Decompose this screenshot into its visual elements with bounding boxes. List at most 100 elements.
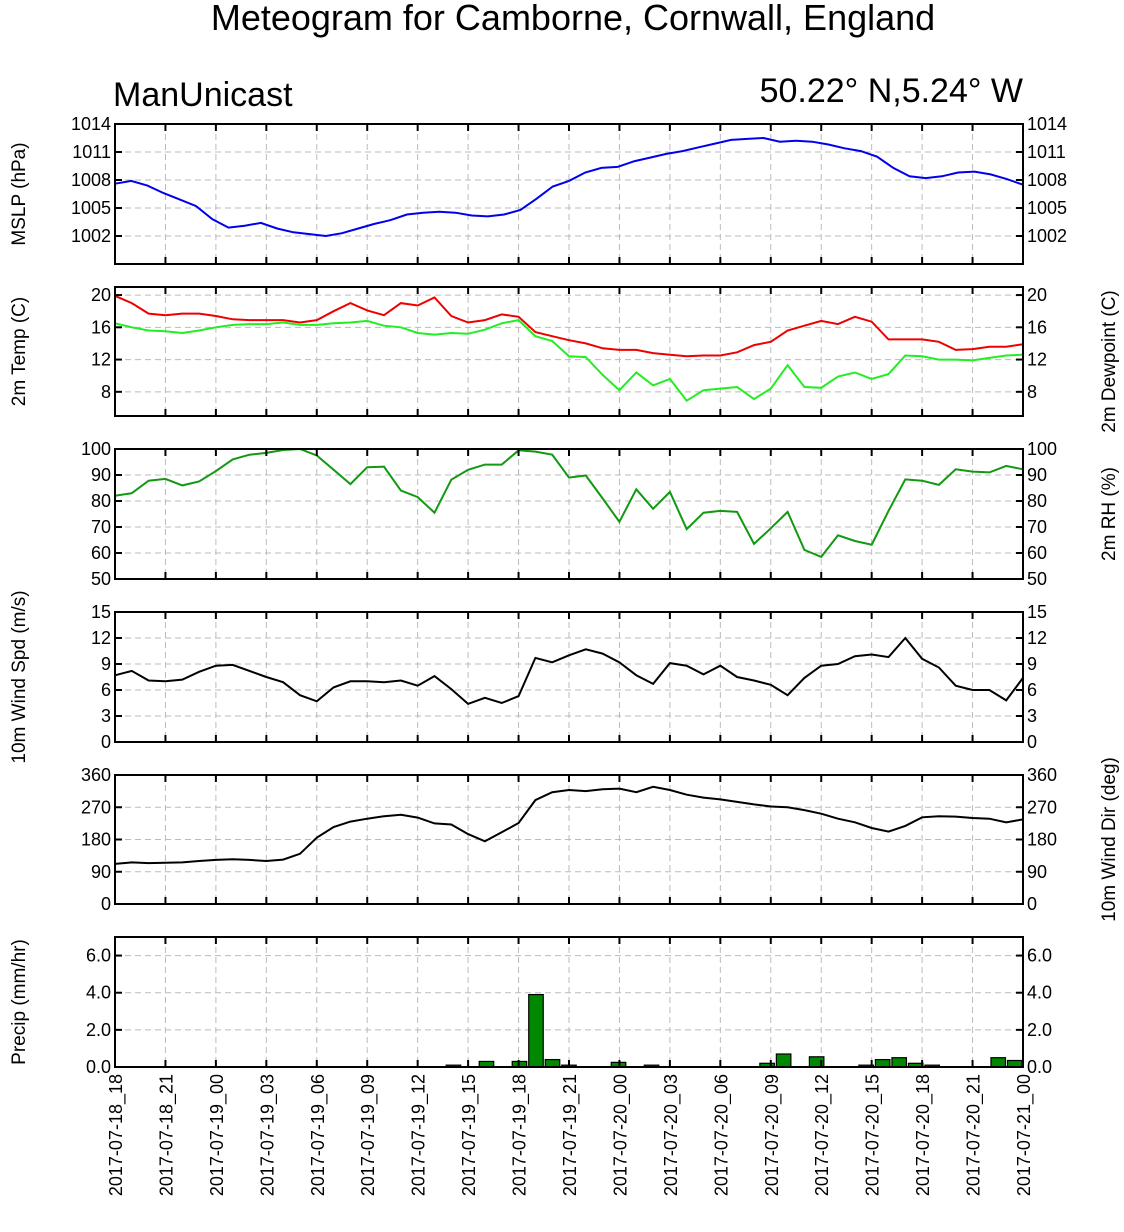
time-tick-label: 2017-07-20_18 [913, 1074, 934, 1196]
time-tick-label: 2017-07-19_12 [409, 1074, 430, 1196]
time-tick-label: 2017-07-20_03 [661, 1074, 682, 1196]
time-tick-label: 2017-07-19_15 [459, 1074, 480, 1196]
time-tick-label: 2017-07-21_00 [1014, 1074, 1035, 1196]
y-tick-label-left: 90 [91, 465, 111, 485]
time-tick-label: 2017-07-20_06 [711, 1074, 732, 1196]
y-tick-label-right: 8 [1027, 382, 1037, 402]
y-tick-label-left: 1002 [71, 226, 111, 246]
y-tick-label-right: 3 [1027, 706, 1037, 726]
y-tick-label-right: 1011 [1027, 142, 1066, 162]
location-label: 50.22° N,5.24° W [760, 72, 1023, 110]
y-tick-label-right: 6.0 [1027, 946, 1052, 966]
y-tick-label-right: 2.0 [1027, 1020, 1052, 1040]
time-tick-label: 2017-07-19_06 [308, 1074, 329, 1196]
precip-bar [990, 1057, 1007, 1068]
time-tick-label: 2017-07-20_12 [812, 1074, 833, 1196]
panel-mslp: 1002 1002 1005 1005 1008 1008 1011 1011 1014 1014… [9, 114, 1067, 265]
y-tick-label-right: 9 [1027, 654, 1037, 674]
y-axis-label-right: 2m RH (%) [1099, 467, 1120, 561]
time-tick-label: 2017-07-18_21 [156, 1074, 177, 1196]
y-tick-label-right: 4.0 [1027, 983, 1052, 1003]
y-tick-label-right: 12 [1027, 628, 1047, 648]
y-tick-label-right: 1002 [1027, 226, 1067, 246]
y-tick-label-left: 8 [101, 382, 111, 402]
y-tick-label-left: 1008 [71, 170, 111, 190]
y-tick-label-right: 100 [1027, 439, 1057, 459]
y-tick-label-left: 360 [81, 765, 111, 785]
precip-bar [528, 993, 544, 1068]
panel-temp-dewpoint: 8 8 12 12 16 16 20 20 2m Temp (C) 2m Dewpoint (C) [9, 285, 1120, 433]
precip-bar [544, 1058, 561, 1068]
y-tick-label-left: 12 [91, 628, 111, 648]
time-tick-label: 2017-07-20_15 [863, 1074, 884, 1196]
y-tick-label-left: 9 [101, 654, 111, 674]
series-line [114, 636, 1024, 706]
y-axis-label-left: 10m Wind Spd (m/s) [9, 590, 30, 763]
y-tick-label-right: 50 [1027, 569, 1047, 589]
y-tick-label-left: 50 [91, 569, 111, 589]
y-tick-label-left: 1014 [71, 114, 111, 134]
y-tick-label-left: 0.0 [86, 1057, 111, 1077]
precip-bar [775, 1053, 792, 1068]
y-tick-label-right: 0.0 [1027, 1057, 1052, 1077]
time-tick-label: 2017-07-19_00 [207, 1074, 228, 1196]
y-tick-label-left: 0 [101, 894, 111, 914]
time-tick-label: 2017-07-19_09 [358, 1074, 379, 1196]
y-tick-label-right: 16 [1027, 317, 1047, 337]
y-tick-label-left: 180 [81, 830, 111, 850]
y-tick-label-left: 4.0 [86, 983, 111, 1003]
y-axis-label-left: 2m Temp (C) [9, 297, 30, 406]
series-line [114, 294, 1024, 358]
time-tick-label: 2017-07-20_09 [762, 1074, 783, 1196]
y-tick-label-left: 0 [101, 732, 111, 752]
model-label: ManUnicast [113, 76, 293, 114]
y-axis-label-left: Precip (mm/hr) [9, 939, 30, 1065]
y-tick-label-right: 70 [1027, 517, 1047, 537]
y-tick-label-right: 1014 [1027, 114, 1067, 134]
y-tick-label-right: 270 [1027, 797, 1057, 817]
time-tick-label: 2017-07-19_18 [510, 1074, 531, 1196]
precip-bar [874, 1058, 891, 1068]
time-tick-label: 2017-07-19_03 [257, 1074, 278, 1196]
y-tick-label-left: 6.0 [86, 946, 111, 966]
y-tick-label-right: 360 [1027, 765, 1057, 785]
y-tick-label-right: 1008 [1027, 170, 1067, 190]
chart-title: Meteogram for Camborne, Cornwall, Englan… [211, 0, 935, 38]
y-tick-label-left: 100 [81, 439, 111, 459]
y-tick-label-right: 0 [1027, 732, 1037, 752]
y-tick-label-left: 2.0 [86, 1020, 111, 1040]
panel-wind-speed: 0 0 3 3 6 6 9 9 12 12 15 15 10m Wind Spd (m/s) [9, 590, 1047, 763]
y-tick-label-right: 6 [1027, 680, 1037, 700]
y-axis-label-right: 10m Wind Dir (deg) [1099, 757, 1120, 922]
panel-rh: 50 50 60 60 70 70 80 80 90 90 100 100 2m RH (%) [81, 439, 1120, 589]
y-tick-label-left: 20 [91, 285, 111, 305]
y-tick-label-left: 12 [91, 350, 111, 370]
series-line [114, 319, 1024, 403]
y-tick-label-left: 15 [91, 602, 111, 622]
y-tick-label-right: 0 [1027, 894, 1037, 914]
y-tick-label-left: 80 [91, 491, 111, 511]
y-tick-label-left: 6 [101, 680, 111, 700]
y-tick-label-right: 80 [1027, 491, 1047, 511]
y-tick-label-right: 20 [1027, 285, 1047, 305]
y-tick-label-left: 1005 [71, 198, 111, 218]
y-tick-label-left: 270 [81, 797, 111, 817]
y-tick-label-left: 3 [101, 706, 111, 726]
y-tick-label-right: 90 [1027, 465, 1047, 485]
precip-bar [891, 1057, 908, 1068]
y-tick-label-left: 16 [91, 317, 111, 337]
y-axis-label-left: MSLP (hPa) [9, 142, 30, 245]
y-tick-label-right: 90 [1027, 862, 1047, 882]
time-tick-label: 2017-07-20_00 [610, 1074, 631, 1196]
y-tick-label-left: 90 [91, 862, 111, 882]
panel-precip: 0.0 0.0 2.0 2.0 4.0 4.0 6.0 6.0 Precip (mm/hr) [9, 936, 1052, 1077]
time-tick-label: 2017-07-20_21 [964, 1074, 985, 1196]
time-axis: 2017-07-18_18 2017-07-18_21 2017-07-19_00 2… [106, 1074, 1035, 1196]
y-tick-label-left: 70 [91, 517, 111, 537]
y-tick-label-left: 60 [91, 543, 111, 563]
series-line [114, 785, 1024, 865]
y-axis-label-right: 2m Dewpoint (C) [1099, 290, 1120, 433]
y-tick-label-right: 15 [1027, 602, 1047, 622]
